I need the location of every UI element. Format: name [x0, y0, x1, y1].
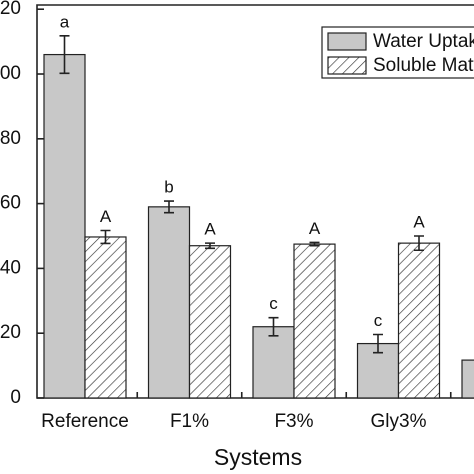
significance-letter: b	[164, 177, 173, 196]
bar	[397, 242, 441, 399]
legend-swatch	[327, 56, 367, 75]
bar	[461, 359, 474, 399]
bar	[84, 236, 127, 399]
error-bar	[164, 200, 174, 214]
significance-letter: c	[269, 294, 278, 313]
x-tick-label: F1%	[170, 411, 209, 432]
x-tick-label: F3%	[274, 411, 313, 432]
error-bar	[59, 34, 70, 75]
legend-swatch	[327, 32, 367, 51]
bar	[293, 243, 336, 399]
y-tick-label: 60	[0, 193, 21, 214]
error-bar	[373, 333, 383, 354]
error-bar	[205, 242, 215, 250]
y-tick-label: 120	[0, 0, 21, 19]
bar	[252, 326, 295, 399]
error-bar	[268, 316, 279, 337]
significance-letter: c	[374, 311, 383, 330]
bar	[43, 53, 86, 399]
error-bar	[309, 241, 320, 247]
y-tick-label: 0	[10, 387, 21, 408]
x-axis-title: Systems	[214, 444, 302, 470]
x-tick-label: Reference	[41, 411, 129, 432]
bar	[188, 245, 232, 399]
error-bar	[100, 229, 111, 245]
x-tick-label: Gly3%	[371, 411, 427, 432]
significance-letter: A	[100, 207, 112, 226]
significance-letter: A	[309, 219, 321, 238]
legend-label: Soluble Matt	[373, 55, 474, 76]
y-tick-label: 80	[0, 128, 21, 149]
legend-label: Water Uptak	[373, 31, 474, 52]
y-tick-label: 40	[0, 257, 21, 278]
significance-letter: a	[60, 12, 70, 31]
bar	[147, 206, 191, 399]
error-bar	[414, 235, 424, 252]
y-tick-label: 20	[0, 322, 21, 343]
significance-letter: A	[204, 220, 216, 239]
significance-letter: A	[413, 212, 425, 231]
y-tick-label: 100	[0, 63, 21, 84]
